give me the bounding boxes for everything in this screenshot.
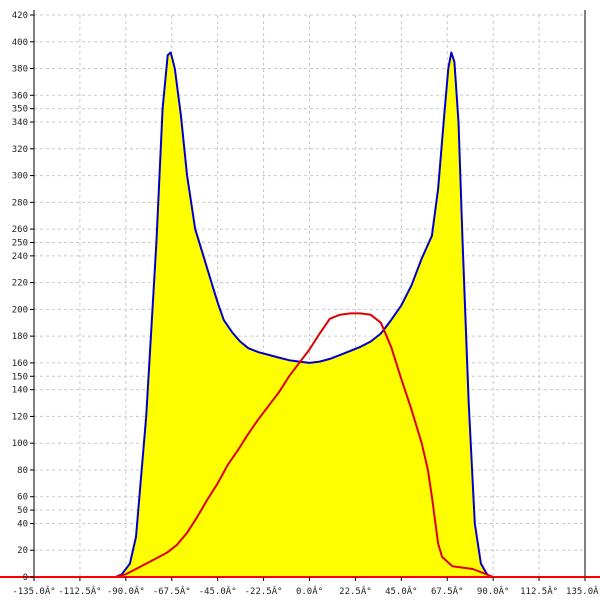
y-tick-label: 260 [12,225,28,235]
y-tick-label: 280 [12,198,28,208]
y-tick-label: 250 [12,238,28,248]
series-layer [34,51,585,578]
y-tick-label: 400 [12,38,28,48]
x-tick-label: -45.0Â° [199,585,237,597]
x-tick-label: -135.0Â° [12,585,55,597]
y-tick-label: 160 [12,359,28,369]
x-tick-label: 67.5Â° [431,585,464,597]
y-tick-label: 200 [12,305,28,315]
series-1-line [34,51,585,578]
y-tick-label: 320 [12,145,28,155]
series-1-area [34,52,585,577]
x-tick-label: 135.0Â° [566,585,600,597]
x-tick-label: -67.5Â° [153,585,191,597]
y-tick-label: 80 [17,466,28,476]
y-tick-label: 120 [12,412,28,422]
y-tick-label: 240 [12,252,28,262]
y-tick-label: 0 [23,573,28,583]
y-tick-label: 220 [12,279,28,289]
y-tick-label: 420 [12,11,28,21]
x-tick-label: -112.5Â° [58,585,101,597]
y-tick-label: 300 [12,172,28,182]
y-tick-label: 100 [12,439,28,449]
y-tick-label: 150 [12,372,28,382]
y-tick-label: 140 [12,386,28,396]
x-tick-label: 90.0Â° [477,585,510,597]
y-tick-label: 50 [17,506,28,516]
x-tick-label: 22.5Â° [339,585,372,597]
axes [0,10,600,581]
x-tick-label: 0.0Â° [296,585,323,597]
x-tick-label: -22.5Â° [245,585,283,597]
y-tick-label: 180 [12,332,28,342]
y-tick-label: 360 [12,91,28,101]
x-tick-label: 45.0Â° [385,585,418,597]
y-tick-label: 350 [12,105,28,115]
series-2-line [34,312,585,578]
y-tick-label: 60 [17,493,28,503]
x-tick-label: 112.5Â° [520,585,558,597]
y-tick-label: 340 [12,118,28,128]
x-tick-label: -90.0Â° [107,585,145,597]
y-tick-label: 40 [17,519,28,529]
tick-labels: 0 20 40 50 60 80 100 120 140 150 160 180 200 220 240 25… [12,11,600,597]
y-tick-label: 20 [17,546,28,556]
y-tick-label: 380 [12,65,28,75]
